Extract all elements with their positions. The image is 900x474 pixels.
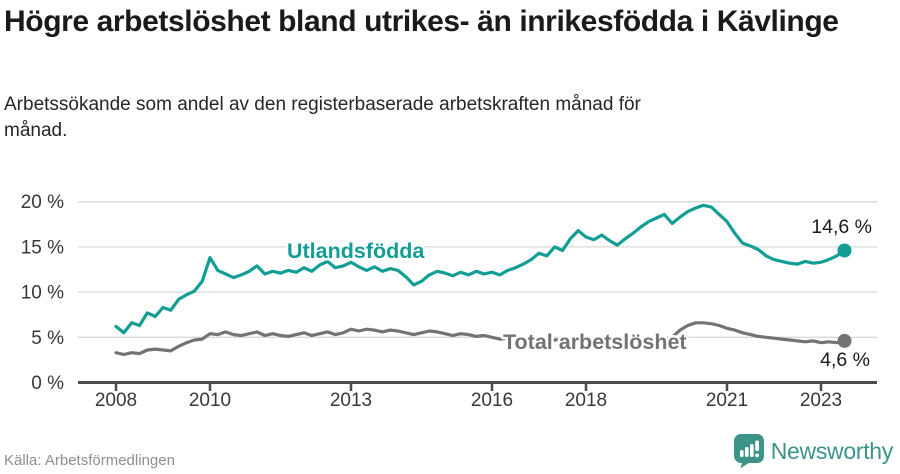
bar-chart-bar xyxy=(739,450,744,457)
bar-chart-bar xyxy=(744,447,749,457)
x-tick-label: 2023 xyxy=(800,390,842,411)
x-tick-label: 2018 xyxy=(565,390,607,411)
x-tick-label: 2021 xyxy=(706,390,748,411)
y-tick-label: 20 % xyxy=(21,192,64,213)
y-tick-label: 0 % xyxy=(31,373,64,394)
end-value-label-utlandsfodda: 14,6 % xyxy=(811,216,872,238)
brand-name: Newsworthy xyxy=(770,437,894,464)
series-label-total-arbetsloshet: Total arbetslöshet xyxy=(503,330,687,354)
x-tick-label: 2008 xyxy=(95,390,137,411)
page-title: Högre arbetslöshet bland utrikes- än inr… xyxy=(4,5,839,38)
bar-chart-bar xyxy=(749,444,754,457)
end-value-label-total-arbetsloshet: 4,6 % xyxy=(820,349,870,371)
series-end-dot-utlandsfodda xyxy=(837,243,852,258)
series-line-total-arbetsloshet xyxy=(114,321,847,357)
newsworthy-logo[interactable]: Newsworthy xyxy=(733,434,894,468)
page-subtitle: Arbetssökande som andel av den registerb… xyxy=(4,94,641,142)
x-tick-label: 2013 xyxy=(330,390,372,411)
series-label-utlandsfodda: Utlandsfödda xyxy=(287,239,425,263)
source-note: Källa: Arbetsförmedlingen xyxy=(4,452,175,469)
newsworthy-logo-icon xyxy=(733,434,764,468)
y-tick-label: 5 % xyxy=(31,328,64,349)
speech-bubble-shape xyxy=(733,434,764,468)
y-tick-label: 10 % xyxy=(21,283,64,304)
exclamation-bar xyxy=(754,440,759,451)
x-tick-label: 2016 xyxy=(471,390,513,411)
y-tick-label: 15 % xyxy=(21,237,64,258)
series-line-utlandsfodda xyxy=(114,203,847,335)
series-end-dot-total-arbetsloshet xyxy=(837,333,852,348)
exclamation-dot xyxy=(755,453,759,458)
x-tick-label: 2010 xyxy=(189,390,231,411)
